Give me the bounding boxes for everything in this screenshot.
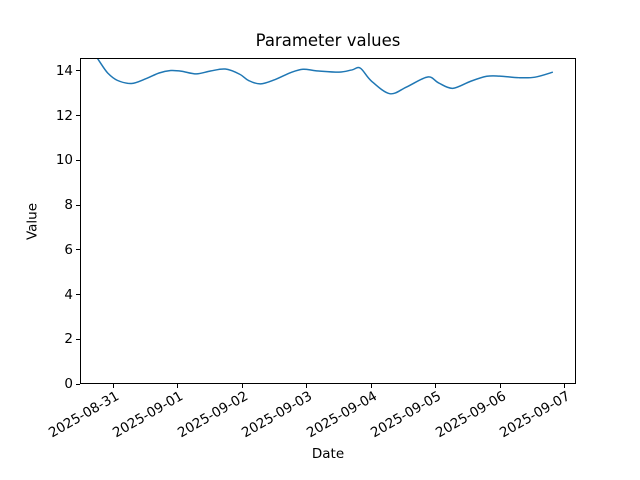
y-tick-label: 14 [55, 62, 73, 79]
x-tick-label: 2025-08-31 [45, 388, 122, 442]
y-tick-mark [76, 249, 80, 251]
y-tick-mark [76, 204, 80, 206]
y-tick-label: 10 [55, 152, 73, 169]
x-tick-mark [241, 384, 243, 388]
plot-area [80, 58, 576, 384]
x-tick-label: 2025-09-02 [174, 388, 251, 442]
y-tick-label: 12 [55, 107, 73, 124]
x-tick-label: 2025-09-06 [432, 388, 509, 442]
y-tick-label: 4 [64, 286, 73, 303]
x-tick-label: 2025-09-05 [368, 388, 445, 442]
line-series-canvas [96, 59, 554, 95]
y-tick-mark [76, 294, 80, 296]
y-tick-label: 0 [64, 376, 73, 392]
x-tick-mark [564, 384, 566, 388]
y-tick-mark [76, 70, 80, 72]
chart-title: Parameter values [255, 31, 401, 50]
x-tick-label: 2025-09-01 [110, 388, 187, 442]
x-tick-mark [112, 384, 114, 388]
y-tick-mark [76, 115, 80, 117]
y-tick-mark [76, 383, 80, 385]
y-tick-label: 2 [64, 331, 73, 348]
x-tick-label: 2025-09-07 [497, 388, 574, 442]
x-tick-label: 2025-09-04 [303, 388, 380, 442]
parameter-values-line [96, 59, 554, 95]
y-tick-mark [76, 159, 80, 161]
y-tick-label: 6 [64, 241, 73, 258]
x-tick-label: 2025-09-03 [239, 388, 316, 442]
x-axis-label: Date [311, 446, 345, 462]
y-tick-label: 8 [64, 197, 73, 214]
x-tick-mark [306, 384, 308, 388]
x-tick-mark [370, 384, 372, 388]
y-tick-mark [76, 338, 80, 340]
x-tick-mark [435, 384, 437, 388]
x-tick-mark [177, 384, 179, 388]
x-tick-mark [499, 384, 501, 388]
